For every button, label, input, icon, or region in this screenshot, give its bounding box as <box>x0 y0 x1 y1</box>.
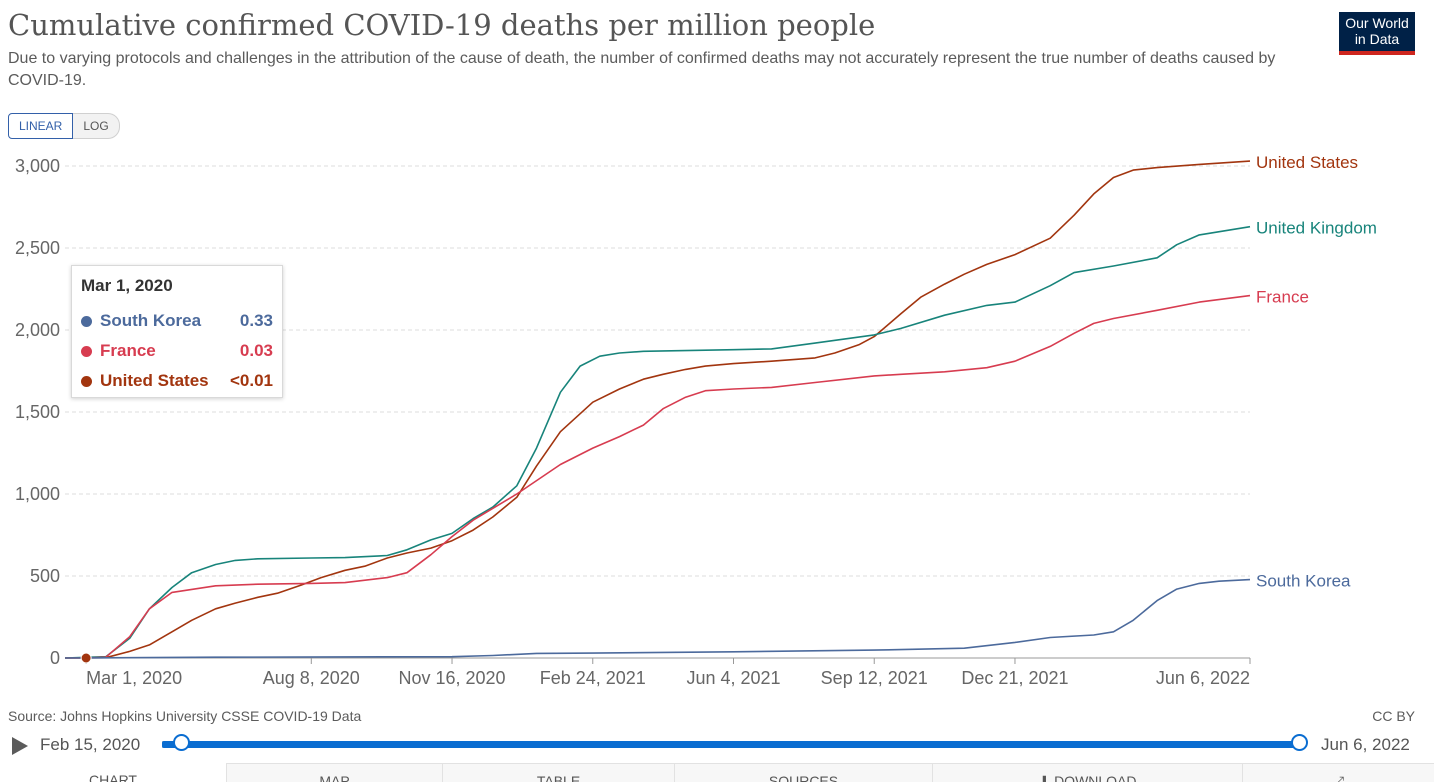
tooltip-series-name: South Korea <box>100 311 202 330</box>
tab-download[interactable]: ⬇ DOWNLOAD <box>932 763 1242 782</box>
tooltip-row-france: France 0.03 <box>81 336 273 366</box>
timeline-start-label: Feb 15, 2020 <box>40 735 141 754</box>
y-tick-label: 3,000 <box>15 156 60 176</box>
tab-map[interactable]: MAP <box>226 763 442 782</box>
play-icon[interactable] <box>12 737 28 755</box>
series-label-france: France <box>1256 288 1309 307</box>
chart-tabs: CHART MAP TABLE SOURCES ⬇ DOWNLOAD ⤢ <box>0 763 1434 782</box>
timeline-end-label: Jun 6, 2022 <box>1321 735 1410 754</box>
x-tick-label: Aug 8, 2020 <box>263 668 360 688</box>
source-note[interactable]: Source: Johns Hopkins University CSSE CO… <box>8 708 362 724</box>
x-tick-label: Nov 16, 2020 <box>398 668 505 688</box>
y-tick-label: 1,000 <box>15 484 60 504</box>
tab-chart[interactable]: CHART <box>0 763 226 782</box>
series-line-united-states <box>64 160 1251 659</box>
x-tick-label: Jun 6, 2022 <box>1156 668 1250 688</box>
series-label-united-kingdom: United Kingdom <box>1256 219 1377 238</box>
tooltip-dot <box>81 375 92 387</box>
tooltip-dot <box>81 345 92 357</box>
timeline-track[interactable] <box>162 741 1300 748</box>
series-line-france <box>65 294 1251 659</box>
linear-scale-button[interactable]: LINEAR <box>8 113 74 139</box>
x-tick-label: Mar 1, 2020 <box>86 668 182 688</box>
logo-line-2: in Data <box>1354 31 1400 47</box>
owid-logo[interactable]: Our World in Data <box>1339 12 1415 55</box>
tooltip-row-south-korea: South Korea 0.33 <box>81 306 273 336</box>
line-chart[interactable]: 0 500 1,000 1,500 2,000 2,500 3,000 Mar 1, 2020… <box>0 140 1434 695</box>
x-tick-label: Feb 24, 2021 <box>540 668 646 688</box>
tooltip-series-name: France <box>100 341 156 360</box>
series-label-united-states: United States <box>1256 153 1358 172</box>
tooltip-row-united-states: United States <0.01 <box>81 366 273 396</box>
x-tick-label: Sep 12, 2021 <box>821 668 928 688</box>
x-tick-label: Jun 4, 2021 <box>686 668 780 688</box>
y-tick-label: 0 <box>50 648 60 668</box>
y-tick-label: 2,000 <box>15 320 60 340</box>
tooltip-dot <box>81 315 92 327</box>
x-tick-label: Dec 21, 2021 <box>961 668 1068 688</box>
hover-marker <box>80 652 92 664</box>
y-tick-label: 500 <box>30 566 60 586</box>
chart-subtitle: Due to varying protocols and challenges … <box>8 50 1276 89</box>
tooltip-date: Mar 1, 2020 <box>81 276 173 295</box>
series-line-united-kingdom <box>64 225 1251 659</box>
hover-tooltip: Mar 1, 2020 South Korea 0.33 France 0.03… <box>71 265 283 398</box>
log-scale-button[interactable]: LOG <box>73 113 120 139</box>
license-link[interactable]: CC BY <box>1372 708 1415 724</box>
tooltip-series-value: <0.01 <box>229 371 273 390</box>
scale-toggle: LINEAR LOG <box>8 113 120 139</box>
tab-sources[interactable]: SOURCES <box>674 763 932 782</box>
y-tick-label: 1,500 <box>15 402 60 422</box>
timeline-slider: Feb 15, 2020 Jun 6, 2022 <box>0 731 1434 757</box>
fullscreen-icon[interactable]: ⤢ <box>1242 763 1434 782</box>
series-line-south-korea <box>64 578 1251 659</box>
y-tick-label: 2,500 <box>15 238 60 258</box>
tooltip-series-name: United States <box>100 371 209 390</box>
chart-title: Cumulative confirmed COVID-19 deaths per… <box>8 8 876 42</box>
series-label-south-korea: South Korea <box>1256 572 1351 591</box>
tooltip-series-value: 0.03 <box>239 341 273 360</box>
tooltip-series-value: 0.33 <box>239 311 273 330</box>
timeline-end-handle[interactable] <box>1291 734 1308 751</box>
timeline-start-handle[interactable] <box>173 734 190 751</box>
logo-line-1: Our World <box>1345 15 1409 31</box>
tab-table[interactable]: TABLE <box>442 763 674 782</box>
